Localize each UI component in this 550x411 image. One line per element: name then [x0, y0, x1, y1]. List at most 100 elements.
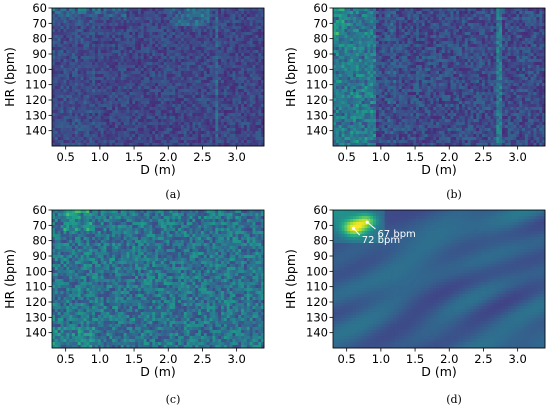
heatmap-cell	[189, 20, 193, 24]
heatmap-cell	[57, 113, 61, 117]
heatmap-cell	[249, 122, 253, 126]
heatmap-cell	[86, 77, 90, 81]
heatmap-cell	[80, 47, 84, 51]
heatmap-cell	[241, 77, 245, 81]
heatmap-cell	[137, 107, 142, 111]
heatmap-cell	[126, 122, 130, 126]
heatmap-cell	[140, 74, 145, 78]
heatmap-cell	[367, 26, 371, 30]
heatmap-cell	[80, 26, 84, 30]
heatmap-cell	[527, 53, 532, 57]
heatmap-cell	[381, 14, 385, 18]
heatmap-cell	[473, 41, 477, 45]
heatmap-cell	[143, 92, 147, 96]
heatmap-cell	[80, 11, 84, 15]
heatmap-cell	[396, 47, 400, 51]
heatmap-cell	[103, 50, 107, 54]
heatmap-cell	[149, 62, 153, 66]
heatmap-cell	[381, 35, 385, 39]
heatmap-cell	[92, 29, 96, 33]
heatmap-cell	[123, 56, 127, 60]
heatmap-cell	[355, 56, 360, 60]
heatmap-cell	[163, 68, 167, 72]
heatmap-cell	[450, 44, 454, 48]
heatmap-cell	[163, 134, 167, 138]
heatmap-cell	[441, 29, 446, 33]
heatmap-cell	[172, 119, 176, 123]
heatmap-cell	[341, 56, 345, 60]
heatmap-cell	[226, 140, 231, 144]
heatmap-cell	[252, 95, 256, 99]
heatmap-cell	[120, 59, 125, 63]
heatmap-cell	[92, 20, 96, 24]
heatmap-cell	[169, 125, 173, 129]
heatmap-cell	[421, 50, 426, 54]
heatmap-cell	[401, 41, 406, 45]
heatmap-cell	[66, 20, 70, 24]
heatmap-cell	[241, 56, 245, 60]
heatmap-cell	[361, 20, 365, 24]
heatmap-cell	[367, 32, 371, 36]
heatmap-cell	[52, 131, 56, 135]
heatmap-cell	[103, 11, 107, 15]
heatmap-cell	[86, 68, 90, 72]
heatmap-cell	[160, 86, 165, 90]
heatmap-cell	[490, 47, 494, 51]
heatmap-cell	[60, 50, 64, 54]
heatmap-cell	[158, 110, 162, 114]
heatmap-cell	[243, 32, 248, 36]
heatmap-cell	[235, 77, 239, 81]
heatmap-cell	[238, 110, 242, 114]
heatmap-cell	[166, 110, 170, 114]
heatmap-cell	[229, 62, 233, 66]
heatmap-cell	[198, 80, 202, 84]
heatmap-cell	[63, 131, 67, 135]
heatmap-cell	[527, 29, 532, 33]
heatmap-cell	[97, 83, 102, 87]
heatmap-cell	[476, 65, 480, 69]
heatmap-cell	[83, 8, 87, 12]
heatmap-cell	[80, 95, 84, 99]
heatmap-cell	[447, 20, 451, 24]
heatmap-cell	[516, 56, 520, 60]
heatmap-cell	[195, 38, 199, 42]
heatmap-cell	[143, 62, 147, 66]
heatmap-cell	[226, 17, 231, 21]
heatmap-cell	[103, 8, 107, 12]
heatmap-cell	[504, 44, 509, 48]
heatmap-cell	[92, 119, 96, 123]
heatmap-cell	[117, 23, 122, 27]
heatmap-cell	[66, 95, 70, 99]
heatmap-cell	[333, 71, 337, 75]
heatmap-cell	[192, 137, 196, 141]
heatmap-cell	[226, 23, 231, 27]
heatmap-cell	[456, 41, 460, 45]
heatmap-cell	[163, 98, 167, 102]
heatmap-cell	[258, 83, 262, 87]
heatmap-cell	[510, 53, 514, 57]
heatmap-cell	[137, 131, 142, 135]
heatmap-cell	[516, 38, 520, 42]
heatmap-cell	[97, 89, 102, 93]
heatmap-cell	[192, 128, 196, 132]
heatmap-cell	[232, 98, 236, 102]
heatmap-cell	[180, 23, 185, 27]
heatmap-cell	[444, 56, 448, 60]
heatmap-cell	[378, 65, 383, 69]
heatmap-cell	[132, 26, 136, 30]
heatmap-cell	[258, 56, 262, 60]
heatmap-cell	[163, 107, 167, 111]
heatmap-cell	[120, 77, 125, 81]
heatmap-cell	[243, 53, 248, 57]
heatmap-cell	[215, 104, 219, 108]
heatmap-cell	[450, 29, 454, 33]
heatmap-cell	[335, 20, 340, 24]
heatmap-cell	[401, 11, 406, 15]
heatmap-cell	[413, 50, 417, 54]
heatmap-cell	[513, 32, 517, 36]
heatmap-cell	[333, 32, 337, 36]
heatmap-cell	[433, 47, 437, 51]
heatmap-cell	[103, 62, 107, 66]
heatmap-cell	[209, 17, 213, 21]
heatmap-cell	[77, 71, 82, 75]
